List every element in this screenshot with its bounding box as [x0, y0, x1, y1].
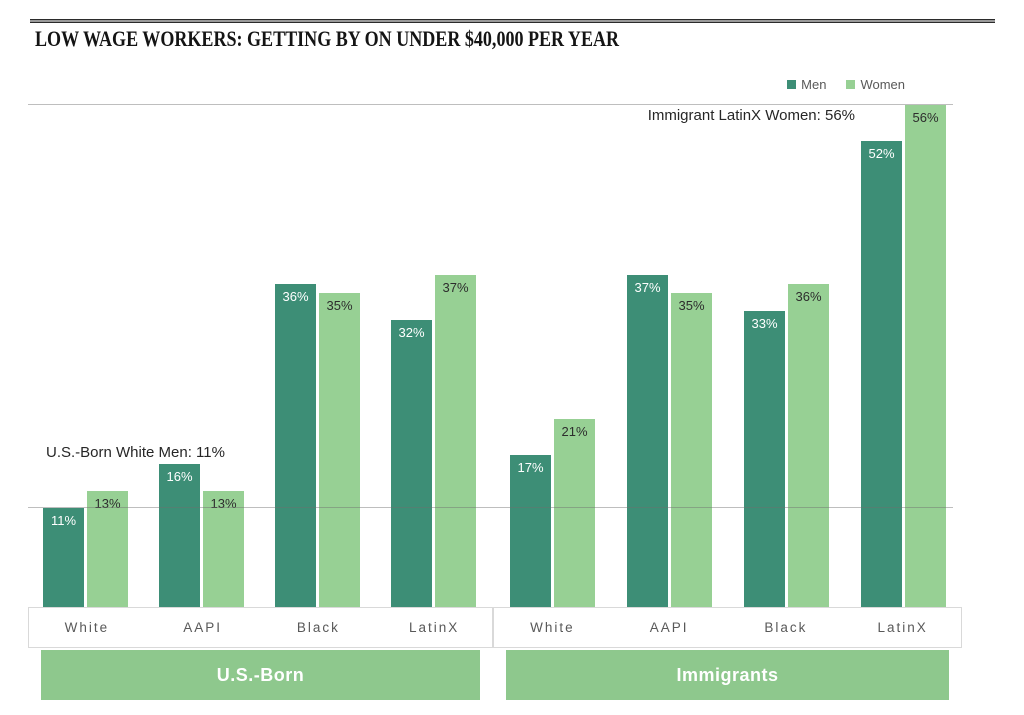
- legend: Men Women: [787, 77, 905, 92]
- bar-value-label: 35%: [678, 298, 705, 314]
- bar-immigrants-white-men: 17%: [510, 454, 551, 607]
- reference-line: [28, 104, 953, 106]
- bar-value-label: 37%: [634, 280, 661, 296]
- category-label: LatinX: [408, 620, 460, 635]
- category-label: Black: [764, 620, 808, 635]
- bar-usborn-white-men: 11%: [43, 508, 84, 607]
- group-band-immigrants: Immigrants: [506, 650, 949, 700]
- bar-usborn-white-women: 13%: [87, 490, 128, 607]
- category-label: LatinX: [877, 620, 928, 635]
- category-label: AAPI: [183, 620, 222, 635]
- women-swatch: [846, 80, 856, 89]
- bar-value-label: 35%: [326, 298, 353, 314]
- bar-usborn-latinx-men: 32%: [391, 320, 432, 607]
- category-label: AAPI: [649, 620, 689, 635]
- annotation-immigrant-latinx-women: Immigrant LatinX Women: 56%: [647, 107, 855, 124]
- legend-label-men: Men: [801, 77, 827, 92]
- bar-immigrants-latinx-men: 52%: [861, 141, 902, 607]
- bar-immigrants-white-women: 21%: [554, 418, 595, 607]
- bar-value-label: 16%: [166, 468, 193, 484]
- category-label: White: [64, 620, 110, 635]
- title-rule: [30, 19, 995, 23]
- bar-usborn-black-men: 36%: [275, 284, 316, 607]
- bar-usborn-latinx-women: 37%: [435, 275, 476, 607]
- reference-line: [28, 507, 953, 509]
- bar-value-label: 36%: [282, 289, 309, 305]
- bar-usborn-aapi-women: 13%: [203, 490, 244, 607]
- category-axis: White AAPI Black LatinX U.S.-Born White …: [28, 607, 962, 700]
- page-title: LOW WAGE WORKERS: GETTING BY ON UNDER $4…: [35, 26, 620, 51]
- bar-value-label: 52%: [868, 146, 895, 162]
- bar-value-label: 11%: [50, 513, 77, 529]
- bar-immigrants-black-women: 36%: [788, 284, 829, 607]
- bar-value-label: 13%: [210, 495, 237, 511]
- bar-immigrants-aapi-women: 35%: [671, 293, 712, 607]
- bar-value-label: 56%: [912, 110, 939, 126]
- axis-group-immigrants: White AAPI Black LatinX Immigrants: [493, 607, 962, 700]
- category-row-us-born: White AAPI Black LatinX: [28, 607, 493, 648]
- bar-immigrants-aapi-men: 37%: [627, 275, 668, 607]
- annotation-us-born-white-men: U.S.-Born White Men: 11%: [46, 444, 225, 461]
- plot-area: U.S.-Born White Men: 11% Immigrant Latin…: [28, 95, 953, 607]
- bar-value-label: 13%: [94, 495, 121, 511]
- bar-usborn-aapi-men: 16%: [159, 463, 200, 607]
- legend-label-women: Women: [860, 77, 905, 92]
- category-label: White: [530, 620, 575, 635]
- bar-value-label: 33%: [751, 316, 778, 332]
- bar-value-label: 21%: [561, 423, 588, 439]
- group-band-row-us-born: U.S.-Born: [28, 648, 493, 700]
- men-swatch: [787, 80, 797, 89]
- legend-item-men: Men: [787, 77, 826, 92]
- category-row-immigrants: White AAPI Black LatinX: [493, 607, 962, 648]
- group-band-row-immigrants: Immigrants: [493, 648, 962, 700]
- bar-value-label: 37%: [442, 280, 469, 296]
- bar-value-label: 32%: [398, 325, 425, 341]
- bar-value-label: 17%: [517, 459, 544, 475]
- group-band-us-born: U.S.-Born: [41, 650, 480, 700]
- bar-value-label: 36%: [795, 289, 822, 305]
- bar-immigrants-latinx-women: 56%: [905, 105, 946, 607]
- legend-item-women: Women: [846, 77, 905, 92]
- bar-immigrants-black-men: 33%: [744, 311, 785, 607]
- category-label: Black: [296, 620, 340, 635]
- axis-group-us-born: White AAPI Black LatinX U.S.-Born: [28, 607, 493, 700]
- bar-usborn-black-women: 35%: [319, 293, 360, 607]
